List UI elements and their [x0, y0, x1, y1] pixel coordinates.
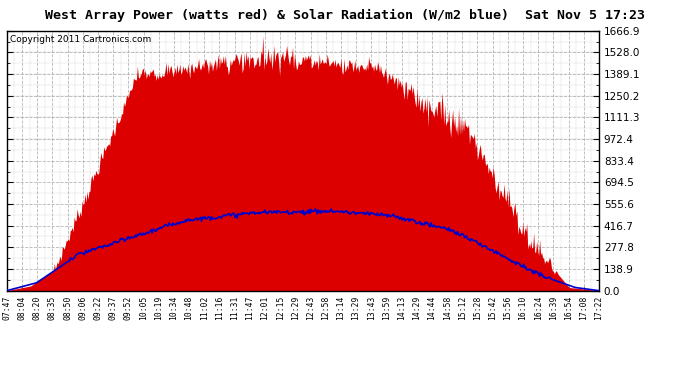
Text: West Array Power (watts red) & Solar Radiation (W/m2 blue)  Sat Nov 5 17:23: West Array Power (watts red) & Solar Rad…	[45, 9, 645, 22]
Text: Copyright 2011 Cartronics.com: Copyright 2011 Cartronics.com	[10, 34, 151, 44]
